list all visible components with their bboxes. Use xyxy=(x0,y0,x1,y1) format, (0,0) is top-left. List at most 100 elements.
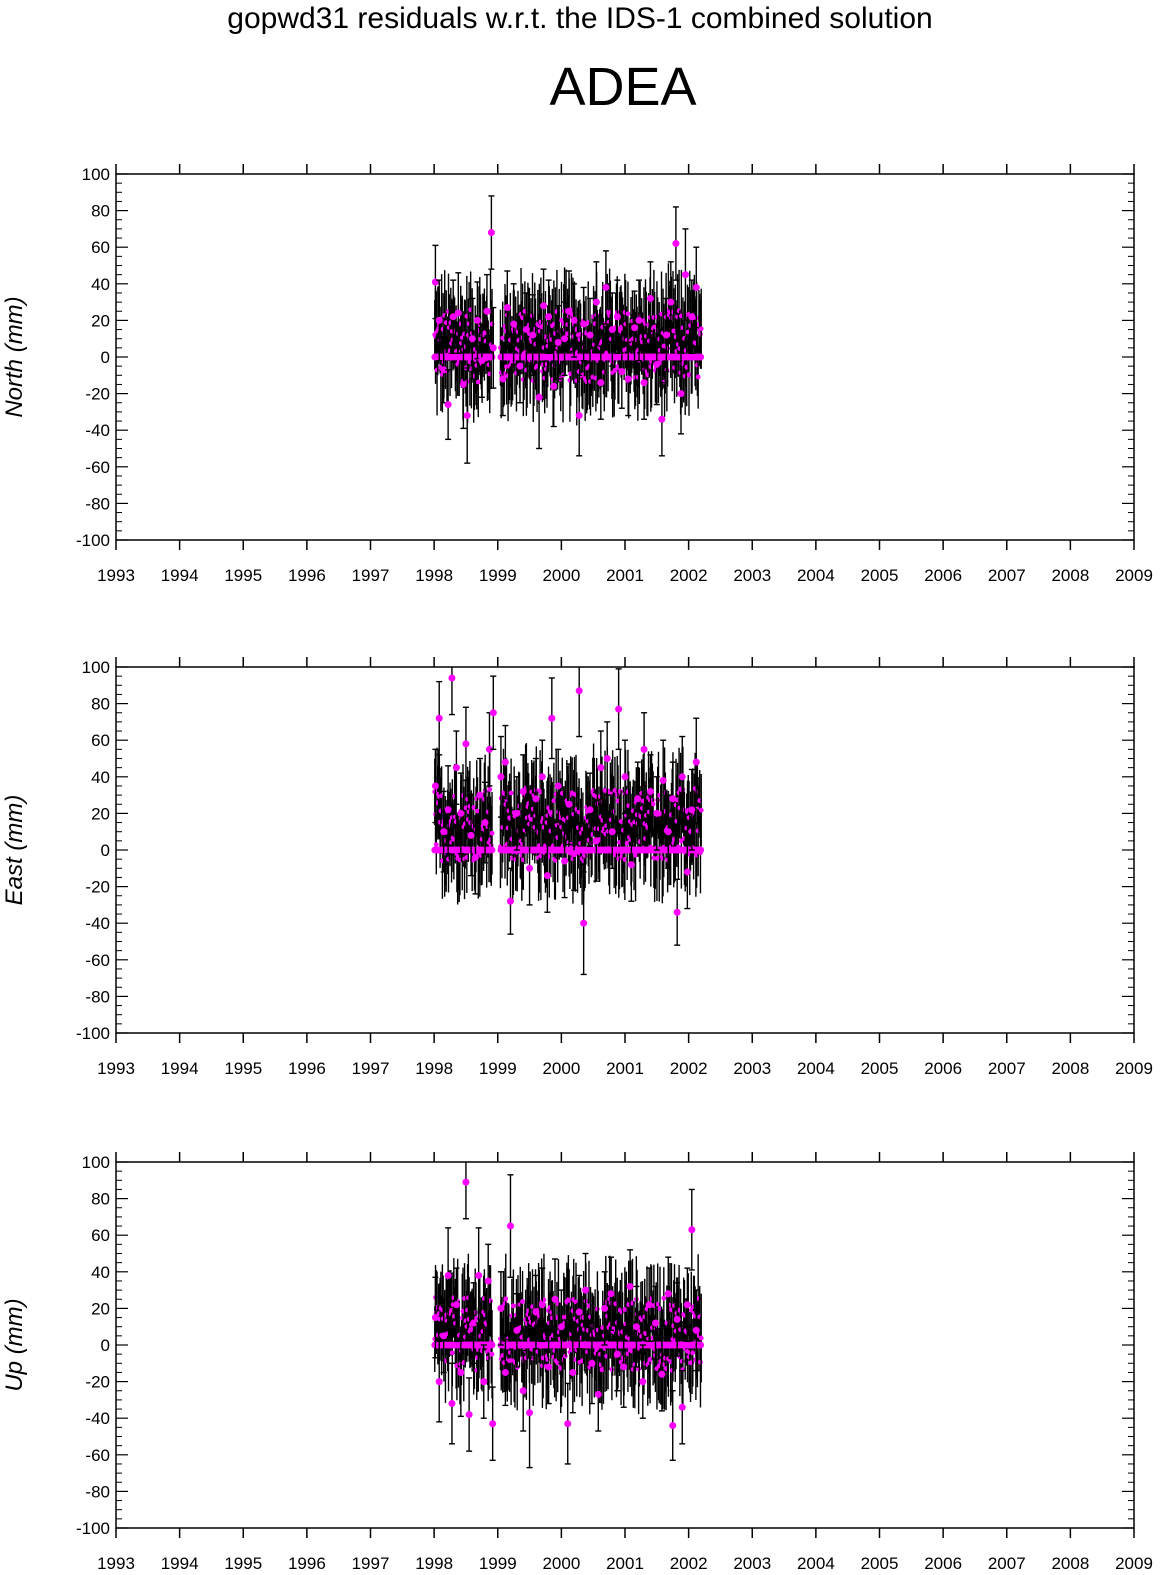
data-point xyxy=(677,390,685,398)
data-point xyxy=(653,360,661,368)
figure-suptitle: gopwd31 residuals w.r.t. the IDS-1 combi… xyxy=(227,2,933,35)
data-point xyxy=(551,1295,559,1303)
data-point xyxy=(489,1351,495,1357)
data-point xyxy=(481,819,489,827)
data-point xyxy=(570,316,578,324)
x-tick-label: 2004 xyxy=(797,1059,835,1078)
data-point xyxy=(698,1359,703,1365)
x-tick-label: 2000 xyxy=(542,1554,580,1573)
y-tick-label: 20 xyxy=(91,804,110,823)
x-tick-label: 1993 xyxy=(97,1059,135,1078)
data-point xyxy=(545,1357,551,1363)
x-tick-label: 2007 xyxy=(988,1059,1026,1078)
x-tick-label: 1995 xyxy=(224,566,262,585)
data-point xyxy=(575,1308,583,1316)
data-point xyxy=(586,331,594,339)
data-layer xyxy=(431,1162,705,1469)
data-point xyxy=(686,372,692,378)
data-point xyxy=(448,674,456,682)
data-point xyxy=(489,1420,497,1428)
x-tick-label: 2005 xyxy=(861,566,899,585)
data-point xyxy=(688,806,696,814)
data-point xyxy=(669,795,677,803)
x-tick-label: 2008 xyxy=(1051,566,1089,585)
x-tick-label: 1998 xyxy=(415,1554,453,1573)
data-point xyxy=(538,1301,546,1309)
data-point xyxy=(454,309,462,317)
y-tick-label: -20 xyxy=(85,878,110,897)
data-point xyxy=(535,393,543,401)
data-point xyxy=(678,773,686,781)
data-point xyxy=(459,380,467,388)
zero-point xyxy=(697,1341,705,1349)
data-point xyxy=(582,853,588,859)
data-point xyxy=(618,819,624,824)
data-point xyxy=(449,313,457,321)
data-point xyxy=(435,316,443,324)
data-point xyxy=(435,1378,443,1386)
data-layer xyxy=(431,195,705,464)
data-point xyxy=(519,787,527,795)
data-point xyxy=(575,687,583,695)
data-point xyxy=(431,782,439,790)
x-tick-label: 1997 xyxy=(352,1059,390,1078)
data-point xyxy=(667,298,675,306)
x-tick-label: 2009 xyxy=(1115,1554,1153,1573)
data-point xyxy=(484,1277,492,1285)
data-point xyxy=(631,324,639,332)
data-point xyxy=(652,324,658,330)
data-point xyxy=(569,1368,577,1376)
data-point xyxy=(457,1368,465,1376)
data-point xyxy=(612,367,618,373)
zero-point xyxy=(488,846,496,854)
x-tick-label: 1998 xyxy=(415,566,453,585)
data-point xyxy=(624,840,630,846)
x-tick-label: 2001 xyxy=(606,566,644,585)
data-point xyxy=(613,313,621,321)
x-tick-label: 1996 xyxy=(288,1554,326,1573)
data-point xyxy=(431,1314,439,1322)
x-tick-label: 2005 xyxy=(861,1059,899,1078)
data-point xyxy=(475,808,480,814)
data-point xyxy=(681,271,689,279)
x-tick-label: 2002 xyxy=(670,1059,708,1078)
x-tick-label: 1994 xyxy=(161,1554,199,1573)
y-tick-label: 60 xyxy=(91,238,110,257)
data-point xyxy=(513,1326,521,1334)
data-point xyxy=(476,791,484,799)
data-point xyxy=(565,307,573,315)
y-tick-label: -20 xyxy=(85,385,110,404)
data-point xyxy=(554,338,562,346)
data-point xyxy=(532,795,540,803)
data-point xyxy=(501,1368,509,1376)
y-tick-label: 20 xyxy=(91,311,110,330)
data-point xyxy=(580,320,588,328)
data-point xyxy=(602,283,610,291)
data-point xyxy=(659,776,667,784)
panel-north: 100 80 60 40 20 0 -20 -40 -60 -80 -100 1993 1994 1995… xyxy=(1,164,1153,585)
data-point xyxy=(508,790,514,796)
x-tick-label: 1996 xyxy=(288,1059,326,1078)
x-tick-label: 1995 xyxy=(224,1059,262,1078)
data-point xyxy=(557,1323,565,1331)
y-tick-label: -20 xyxy=(85,1373,110,1392)
x-tick-label: 2001 xyxy=(606,1554,644,1573)
data-point xyxy=(603,755,611,762)
data-point xyxy=(497,773,505,781)
data-point xyxy=(503,1296,509,1302)
x-tick-label: 1994 xyxy=(161,566,199,585)
data-point xyxy=(692,283,700,291)
data-point xyxy=(607,1290,615,1298)
data-point xyxy=(597,379,605,387)
y-tick-label: 40 xyxy=(91,1263,110,1282)
data-point xyxy=(501,758,509,766)
y-tick-label: 0 xyxy=(101,348,110,367)
data-point xyxy=(698,1335,704,1341)
station-title: ADEA xyxy=(549,57,697,117)
data-point xyxy=(452,764,460,772)
data-point xyxy=(554,782,562,790)
data-point xyxy=(683,868,691,876)
x-tick-label: 2009 xyxy=(1115,566,1153,585)
zero-point xyxy=(697,353,705,361)
zero-point xyxy=(697,846,705,854)
